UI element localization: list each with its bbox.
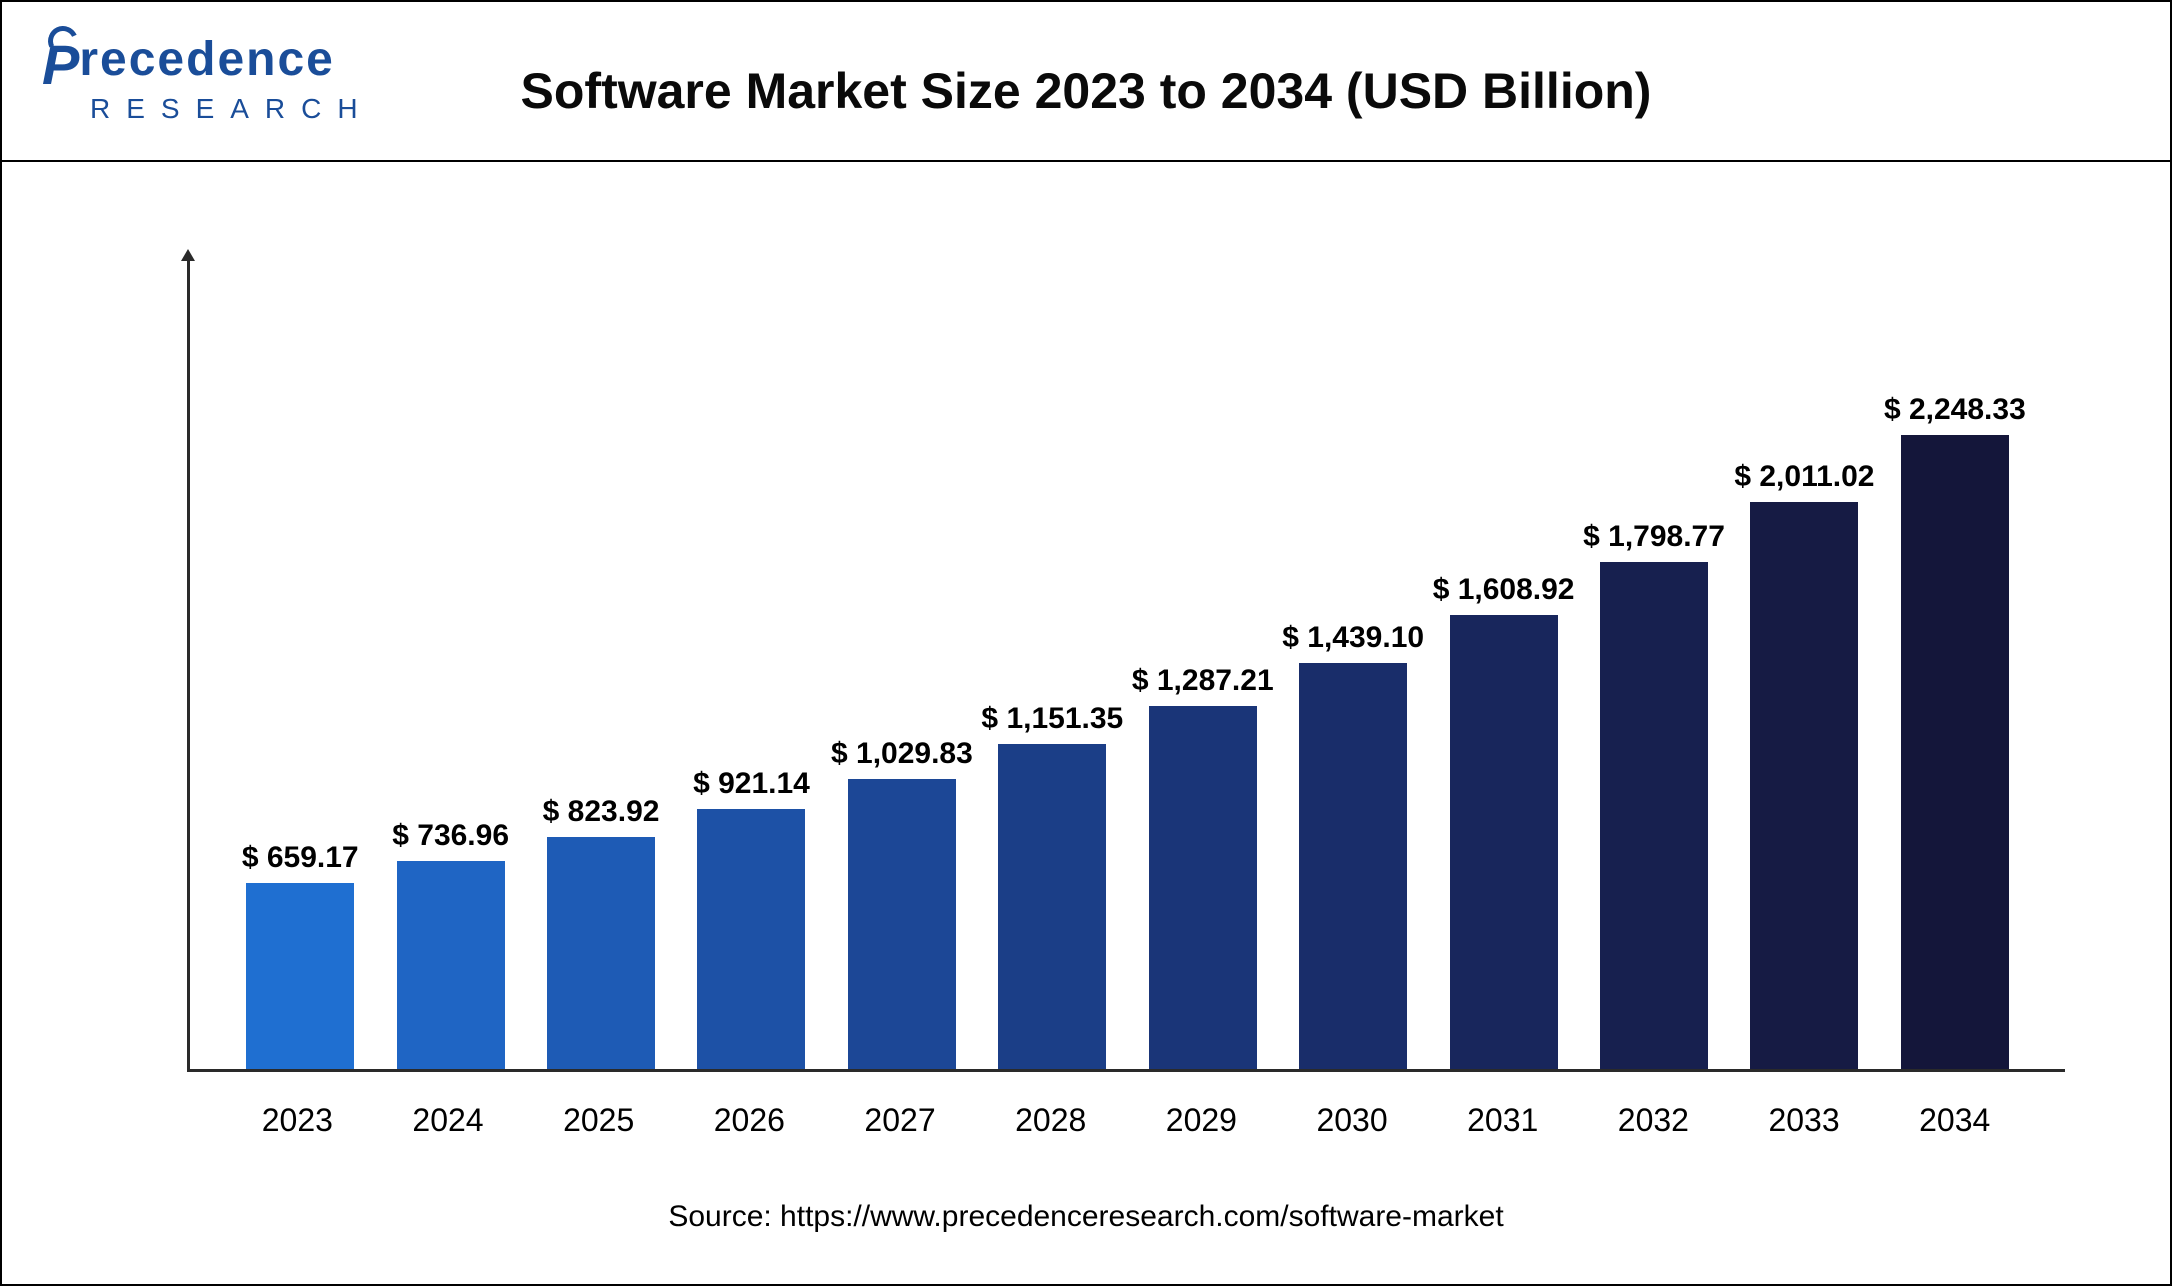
- bar-value-label: $ 1,439.10: [1282, 621, 1424, 655]
- bar: [1750, 502, 1858, 1069]
- logo-sub: RESEARCH: [90, 93, 382, 125]
- bar-value-label: $ 1,287.21: [1132, 664, 1274, 698]
- bar-group: $ 736.96: [375, 819, 525, 1069]
- bar-value-label: $ 921.14: [693, 767, 810, 801]
- bar-value-label: $ 1,029.83: [831, 737, 973, 771]
- x-axis-label: 2028: [975, 1102, 1126, 1139]
- x-axis-label: 2025: [523, 1102, 674, 1139]
- bar: [246, 883, 354, 1069]
- bar-value-label: $ 2,248.33: [1884, 393, 2026, 427]
- chart-title: Software Market Size 2023 to 2034 (USD B…: [521, 62, 1652, 120]
- header: Precedence RESEARCH Software Market Size…: [2, 2, 2170, 162]
- bar: [1450, 615, 1558, 1069]
- bar-group: $ 823.92: [526, 795, 676, 1069]
- x-axis-label: 2023: [222, 1102, 373, 1139]
- bar: [1901, 435, 2009, 1069]
- bar-group: $ 1,439.10: [1278, 621, 1428, 1069]
- bar: [397, 861, 505, 1069]
- x-axis-labels: 2023202420252026202720282029203020312032…: [187, 1102, 2065, 1139]
- bar-group: $ 1,151.35: [977, 702, 1127, 1069]
- plot-area: $ 659.17 $ 736.96 $ 823.92 $ 921.14 $ 1,029.…: [187, 257, 2065, 1072]
- x-axis-label: 2030: [1277, 1102, 1428, 1139]
- bar-value-label: $ 1,798.77: [1583, 520, 1725, 554]
- bar: [697, 809, 805, 1069]
- bar: [1600, 562, 1708, 1069]
- x-axis-label: 2029: [1126, 1102, 1277, 1139]
- bar-group: $ 2,011.02: [1729, 460, 1879, 1069]
- x-axis-label: 2024: [373, 1102, 524, 1139]
- source-text: Source: https://www.precedenceresearch.c…: [668, 1200, 1503, 1234]
- bar: [1299, 663, 1407, 1069]
- x-axis-label: 2032: [1578, 1102, 1729, 1139]
- bar-group: $ 921.14: [676, 767, 826, 1069]
- bar-group: $ 1,029.83: [827, 737, 977, 1069]
- bar-group: $ 1,608.92: [1428, 573, 1578, 1069]
- logo-main: recedence: [79, 32, 335, 87]
- bar-value-label: $ 823.92: [543, 795, 660, 829]
- bar: [547, 837, 655, 1069]
- bar-value-label: $ 1,608.92: [1433, 573, 1575, 607]
- bar: [998, 744, 1106, 1069]
- x-axis-label: 2034: [1879, 1102, 2030, 1139]
- bar: [1149, 706, 1257, 1069]
- x-axis-label: 2026: [674, 1102, 825, 1139]
- logo: Precedence RESEARCH: [42, 32, 382, 142]
- x-axis-label: 2033: [1729, 1102, 1880, 1139]
- bar: [848, 779, 956, 1069]
- chart-region: $ 659.17 $ 736.96 $ 823.92 $ 921.14 $ 1,029.…: [2, 162, 2170, 1284]
- logo-prefix: P: [42, 32, 79, 97]
- bar-group: $ 659.17: [225, 841, 375, 1069]
- bar-value-label: $ 2,011.02: [1734, 460, 1874, 494]
- bars-container: $ 659.17 $ 736.96 $ 823.92 $ 921.14 $ 1,029.…: [190, 257, 2065, 1069]
- bar-group: $ 2,248.33: [1880, 393, 2030, 1069]
- bar-group: $ 1,798.77: [1579, 520, 1729, 1069]
- bar-value-label: $ 659.17: [242, 841, 359, 875]
- bar-value-label: $ 1,151.35: [981, 702, 1123, 736]
- bar-group: $ 1,287.21: [1128, 664, 1278, 1069]
- x-axis-label: 2027: [825, 1102, 976, 1139]
- bar-value-label: $ 736.96: [392, 819, 509, 853]
- x-axis-label: 2031: [1427, 1102, 1578, 1139]
